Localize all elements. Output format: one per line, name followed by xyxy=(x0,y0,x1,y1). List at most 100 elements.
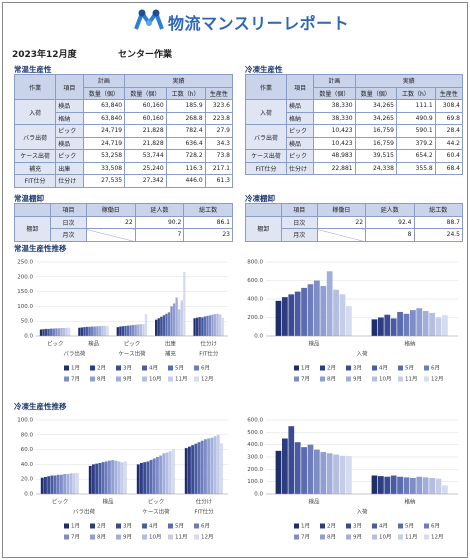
value-cell: 53,744 xyxy=(124,149,167,163)
header-blank xyxy=(245,203,282,217)
value-cell: 782.4 xyxy=(165,124,206,138)
bar xyxy=(60,474,63,494)
bar xyxy=(213,436,217,494)
item-cell: 日次 xyxy=(49,215,87,229)
table-row: FIT仕分 仕分け 22,881 24,338 355.8 68.4 xyxy=(244,161,464,175)
value-cell: 7 xyxy=(134,228,185,242)
bar xyxy=(184,448,188,494)
value-cell: 654.2 xyxy=(395,149,436,163)
value-cell: 446.0 xyxy=(165,174,206,188)
header-row: 数量（個） 数量（個） 工数（h） 生産性 xyxy=(246,86,464,100)
bar xyxy=(157,318,160,336)
legend-label: 11月 xyxy=(175,534,188,541)
y-tick-label: 600.0 xyxy=(247,418,263,424)
item-cell: 検品 xyxy=(286,136,315,150)
bar xyxy=(339,455,346,494)
bar xyxy=(162,315,166,336)
value-cell: 69.8 xyxy=(434,111,464,125)
bar xyxy=(50,475,54,494)
header-row: 項目 稼働日 延人数 総工数 xyxy=(245,203,463,217)
value-cell: 22 xyxy=(85,215,136,229)
legend-label: 3月 xyxy=(123,523,132,530)
header-blank xyxy=(14,203,51,217)
header-cell: 項目 xyxy=(280,203,318,217)
legend-swatch xyxy=(90,376,95,382)
legend-swatch xyxy=(294,376,299,382)
bar xyxy=(216,313,219,336)
y-tick-label: 0.0 xyxy=(254,492,263,498)
table-row: 検品 10,423 16,759 379.2 44.2 xyxy=(246,136,464,150)
y-tick-label: 200.0 xyxy=(247,467,263,473)
bar xyxy=(76,472,79,494)
bar xyxy=(191,445,195,494)
y-tick-label: 800.0 xyxy=(247,260,263,266)
x-tick-label: 検品 xyxy=(88,340,100,348)
value-cell: 22,881 xyxy=(313,161,356,175)
value-cell: 23 xyxy=(183,228,233,242)
bar xyxy=(88,326,91,336)
group-label: ケース出荷 xyxy=(142,508,170,516)
bar xyxy=(371,319,378,336)
bar xyxy=(403,313,410,336)
bar xyxy=(165,452,169,494)
legend-label: 3月 xyxy=(353,523,362,530)
bar xyxy=(422,477,429,494)
legend-label: 12月 xyxy=(431,376,444,383)
bar xyxy=(63,474,67,494)
legend-label: 8月 xyxy=(97,376,106,383)
legend-swatch xyxy=(142,365,147,371)
bar xyxy=(288,294,295,336)
item-cell: 検品 xyxy=(286,99,315,113)
value-cell: 21,828 xyxy=(124,136,167,150)
legend-label: 2月 xyxy=(97,523,106,530)
legend-swatch xyxy=(116,376,121,382)
bar xyxy=(435,317,442,336)
item-cell: 格納 xyxy=(55,111,84,125)
legend-swatch xyxy=(142,376,147,382)
item-cell: 月次 xyxy=(49,228,87,242)
value-cell: 34,265 xyxy=(354,111,397,125)
bar xyxy=(429,312,435,336)
header-cell: 実績 xyxy=(124,74,233,88)
value-cell: 24,719 xyxy=(82,136,126,150)
x-tick-label: 出庫 xyxy=(165,340,177,348)
legend-swatch xyxy=(320,365,325,371)
bar xyxy=(101,325,104,336)
legend-swatch xyxy=(64,523,69,529)
legend-label: 9月 xyxy=(353,534,362,541)
legend-label: 2月 xyxy=(327,365,336,372)
bar xyxy=(301,447,307,494)
bar xyxy=(208,315,212,336)
group-label: 補充 xyxy=(165,350,177,358)
value-cell: 8 xyxy=(365,228,415,242)
header-cell: 作業 xyxy=(13,74,57,100)
bar xyxy=(180,300,183,336)
bar xyxy=(301,287,307,336)
legend-label: 12月 xyxy=(201,534,214,541)
value-cell: 10,423 xyxy=(313,124,356,138)
bar xyxy=(339,294,346,336)
bar xyxy=(378,317,384,336)
bar xyxy=(103,325,107,336)
section-title: 常温生産性 xyxy=(14,65,52,74)
bar xyxy=(52,328,55,336)
legend-label: 3月 xyxy=(353,365,362,372)
item-cell: 格納 xyxy=(286,111,315,125)
bar xyxy=(346,306,352,336)
bar xyxy=(442,485,448,494)
table-row: 棚卸 日次 22 90.2 86.1 xyxy=(14,215,233,242)
item-cell: 検品 xyxy=(55,99,84,113)
bar xyxy=(137,324,140,336)
y-tick-label: 0.0 xyxy=(254,334,263,340)
value-cell: 60,160 xyxy=(124,111,167,125)
bar xyxy=(39,329,43,336)
value-cell: 217.1 xyxy=(204,161,234,175)
legend-swatch xyxy=(320,376,325,382)
value-cell: 308.4 xyxy=(434,99,464,113)
section-title: 常温棚卸 xyxy=(14,194,44,203)
header-row: 作業 項目 計画 実績 xyxy=(13,74,233,100)
bar xyxy=(294,442,301,494)
y-tick-label: 300.0 xyxy=(247,455,263,461)
